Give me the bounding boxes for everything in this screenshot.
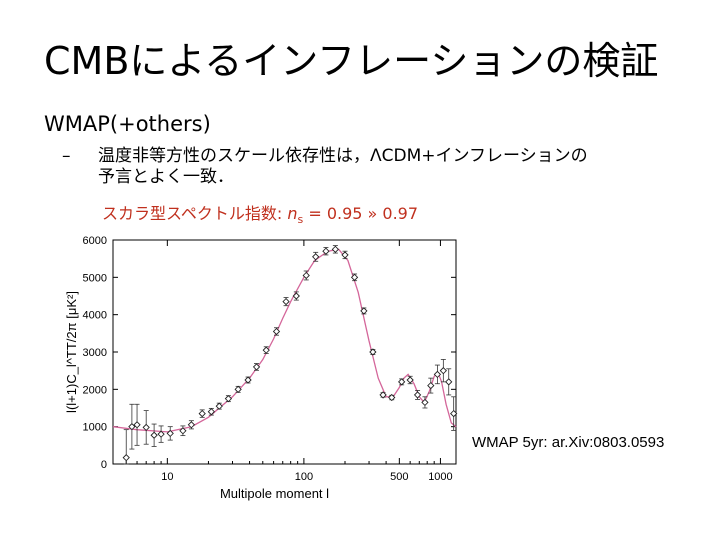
data-point <box>157 430 165 438</box>
x-tick-label: 10 <box>161 471 173 483</box>
y-axis-label: l(l+1)C_l^TT/2π [μK²] <box>64 291 79 413</box>
data-point <box>179 427 187 435</box>
data-point <box>322 247 330 255</box>
wmap-credit: WMAP 5yr: ar.Xiv:0803.0593 <box>472 434 665 451</box>
model-curve <box>112 248 457 433</box>
y-tick-label: 0 <box>101 459 107 471</box>
data-point <box>350 273 359 281</box>
y-tick-label: 1000 <box>83 422 107 434</box>
data-point <box>142 423 150 432</box>
bullet-text-line-1: 温度非等方性のスケール依存性は，ΛCDM+インフレーションの <box>98 146 588 166</box>
data-point <box>224 395 233 403</box>
data-point <box>282 297 290 306</box>
y-tick-label: 6000 <box>83 235 107 247</box>
data-point <box>187 421 196 429</box>
data-point <box>360 307 368 315</box>
y-tick-label: 3000 <box>83 347 107 359</box>
data-point <box>272 327 281 336</box>
bullet-text-line-2: 予言とよく一致． <box>98 167 234 187</box>
data-point <box>450 409 458 418</box>
plot-frame <box>112 239 457 465</box>
x-axis-label: Multipole moment l <box>220 486 329 501</box>
data-point <box>331 245 339 253</box>
spectral-index-symbol: n <box>287 204 298 223</box>
x-tick-label: 500 <box>390 471 408 483</box>
spectral-index-label: スカラ型スペクトル指数: <box>102 204 288 223</box>
data-point <box>133 421 141 429</box>
data-point <box>292 292 300 300</box>
data-point <box>207 408 215 416</box>
data-point <box>312 253 320 261</box>
data-point <box>398 378 406 386</box>
spectral-index-value: = 0.95 » 0.97 <box>303 204 419 223</box>
data-point <box>262 346 270 354</box>
spectral-index-subscript: s <box>297 213 304 227</box>
data-point <box>198 409 206 418</box>
data-point <box>445 378 453 386</box>
data-point <box>433 370 442 379</box>
data-point <box>252 363 261 371</box>
x-tick-label: 1000 <box>428 471 452 483</box>
data-point <box>128 423 136 431</box>
data-point <box>379 391 387 399</box>
bullet-dash: – <box>62 146 71 166</box>
slide-title: CMBによるインフレーションの検証 <box>44 39 659 83</box>
data-point <box>413 391 422 399</box>
data-point <box>215 402 223 410</box>
x-tick-label: 100 <box>295 471 313 483</box>
data-point <box>439 367 447 375</box>
plot-layer: 0 1000 2000 3000 4000 5000 6000 10 100 500 1000 Mul… <box>64 235 458 501</box>
bullet-wmap: WMAP(+others) <box>44 112 211 136</box>
data-point <box>122 454 130 462</box>
data-point <box>150 431 158 439</box>
data-point <box>427 381 435 390</box>
data-point <box>302 271 310 280</box>
data-point <box>166 429 174 438</box>
data-point <box>369 348 377 356</box>
cmb-power-spectrum-chart: 0 1000 2000 3000 4000 5000 6000 10 100 500 1000 Mul… <box>64 235 458 501</box>
y-tick-label: 4000 <box>83 310 107 322</box>
data-point <box>234 385 242 393</box>
data-point <box>244 376 252 384</box>
y-tick-label: 2000 <box>83 384 107 396</box>
data-point <box>341 251 349 259</box>
spectral-index-line: スカラ型スペクトル指数: ns = 0.95 » 0.97 <box>102 200 418 226</box>
y-tick-label: 5000 <box>83 272 107 284</box>
data-point <box>421 398 429 407</box>
bullet-text-block: 温度非等方性のスケール依存性は，ΛCDM+インフレーションの 予言とよく一致． <box>98 146 588 188</box>
data-point <box>388 393 396 402</box>
data-point <box>406 376 414 384</box>
